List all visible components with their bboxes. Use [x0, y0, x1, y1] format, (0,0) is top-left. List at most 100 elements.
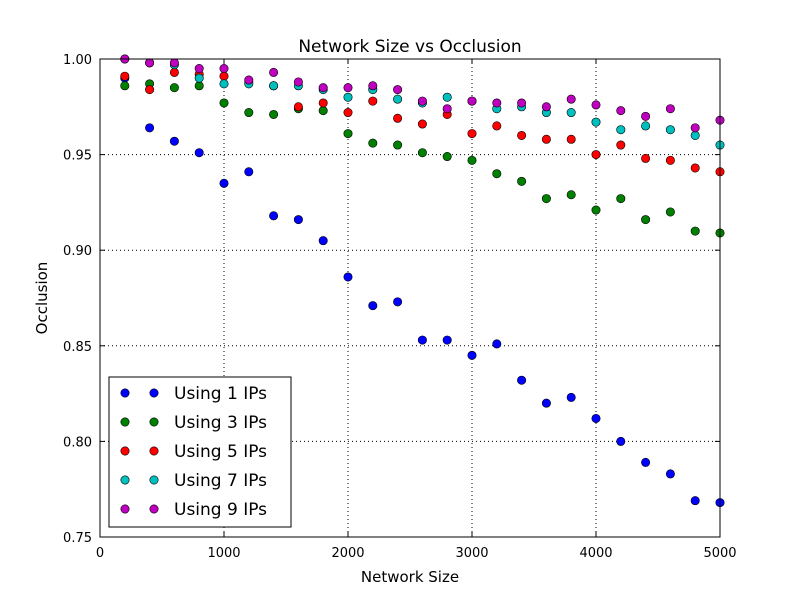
data-point	[417, 119, 427, 129]
data-point	[616, 194, 626, 204]
data-point	[641, 153, 651, 163]
data-point	[541, 398, 551, 408]
legend-box	[108, 376, 292, 528]
x-tick-label: 4000	[579, 546, 612, 561]
data-point	[517, 98, 527, 108]
x-tick-label: 0	[96, 546, 104, 561]
legend-marker	[149, 504, 159, 514]
data-point	[467, 96, 477, 106]
data-point	[393, 94, 403, 104]
data-point	[343, 108, 353, 118]
legend-label: Using 3 IPs	[174, 413, 267, 433]
data-point	[120, 81, 130, 91]
data-point	[194, 81, 204, 91]
data-point	[368, 96, 378, 106]
data-point	[219, 178, 229, 188]
data-point	[293, 102, 303, 112]
data-point	[517, 375, 527, 385]
data-point	[244, 167, 254, 177]
y-tick-label: 0.75	[63, 531, 92, 546]
data-point	[145, 58, 155, 68]
data-point	[417, 148, 427, 158]
y-tick-label: 0.90	[63, 244, 92, 259]
data-point	[492, 121, 502, 131]
data-point	[517, 176, 527, 186]
data-point	[492, 169, 502, 179]
data-point	[591, 413, 601, 423]
data-point	[591, 150, 601, 160]
legend-item: Using 3 IPs	[120, 413, 267, 433]
data-point	[194, 73, 204, 83]
data-point	[343, 272, 353, 282]
data-point	[318, 83, 328, 93]
legend-marker	[120, 417, 130, 427]
data-point	[318, 236, 328, 246]
plot-frame	[99, 58, 721, 538]
data-point	[244, 75, 254, 85]
data-point	[343, 129, 353, 139]
x-tick-label: 3000	[455, 546, 488, 561]
data-point	[541, 194, 551, 204]
data-point	[690, 123, 700, 133]
data-point	[219, 71, 229, 81]
data-point	[343, 83, 353, 93]
legend-item: Using 1 IPs	[120, 384, 267, 404]
x-tick-label: 1000	[207, 546, 240, 561]
legend-label: Using 7 IPs	[174, 471, 267, 491]
data-point	[467, 350, 477, 360]
data-point	[665, 125, 675, 135]
x-tick-label: 2000	[331, 546, 364, 561]
data-point	[145, 123, 155, 133]
data-point	[541, 134, 551, 144]
data-points	[120, 54, 725, 508]
data-point	[318, 106, 328, 116]
data-point	[492, 339, 502, 349]
data-point	[616, 140, 626, 150]
data-point	[269, 67, 279, 77]
x-axis-label: Network Size	[361, 568, 459, 586]
data-point	[219, 98, 229, 108]
data-point	[566, 94, 576, 104]
data-point	[517, 130, 527, 140]
data-point	[616, 106, 626, 116]
data-point	[467, 155, 477, 165]
data-point	[591, 205, 601, 215]
data-point	[293, 215, 303, 225]
legend-item: Using 9 IPs	[120, 500, 267, 520]
data-point	[690, 163, 700, 173]
data-point	[665, 207, 675, 217]
data-point	[194, 64, 204, 74]
chart-title: Network Size vs Occlusion	[298, 37, 521, 57]
data-point	[219, 64, 229, 74]
data-point	[293, 77, 303, 87]
legend-marker	[149, 446, 159, 456]
data-point	[641, 111, 651, 121]
data-point	[467, 129, 477, 139]
data-point	[194, 148, 204, 158]
y-tick-label: 1.00	[63, 53, 92, 68]
y-tick-label: 0.95	[63, 149, 92, 164]
data-point	[368, 301, 378, 311]
data-point	[169, 83, 179, 93]
data-point	[368, 138, 378, 148]
data-point	[665, 104, 675, 114]
data-point	[120, 71, 130, 81]
legend: Using 1 IPs Using 3 IPs Using 5 IPs Using 7…	[108, 376, 292, 528]
legend-marker	[120, 475, 130, 485]
data-point	[690, 496, 700, 506]
data-point	[566, 134, 576, 144]
legend-item: Using 7 IPs	[120, 471, 267, 491]
axis-ticks: 0 1000 2000 3000 4000 5000 0.75 0.80 0.85 0.90 0.9…	[63, 53, 737, 561]
data-point	[269, 211, 279, 221]
data-point	[566, 190, 576, 200]
data-point	[665, 155, 675, 165]
data-point	[318, 98, 328, 108]
data-point	[442, 92, 452, 102]
data-point	[616, 125, 626, 135]
data-point	[368, 81, 378, 91]
x-tick-label: 5000	[703, 546, 736, 561]
data-point	[417, 96, 427, 106]
data-point	[616, 436, 626, 446]
y-tick-label: 0.80	[63, 435, 92, 450]
